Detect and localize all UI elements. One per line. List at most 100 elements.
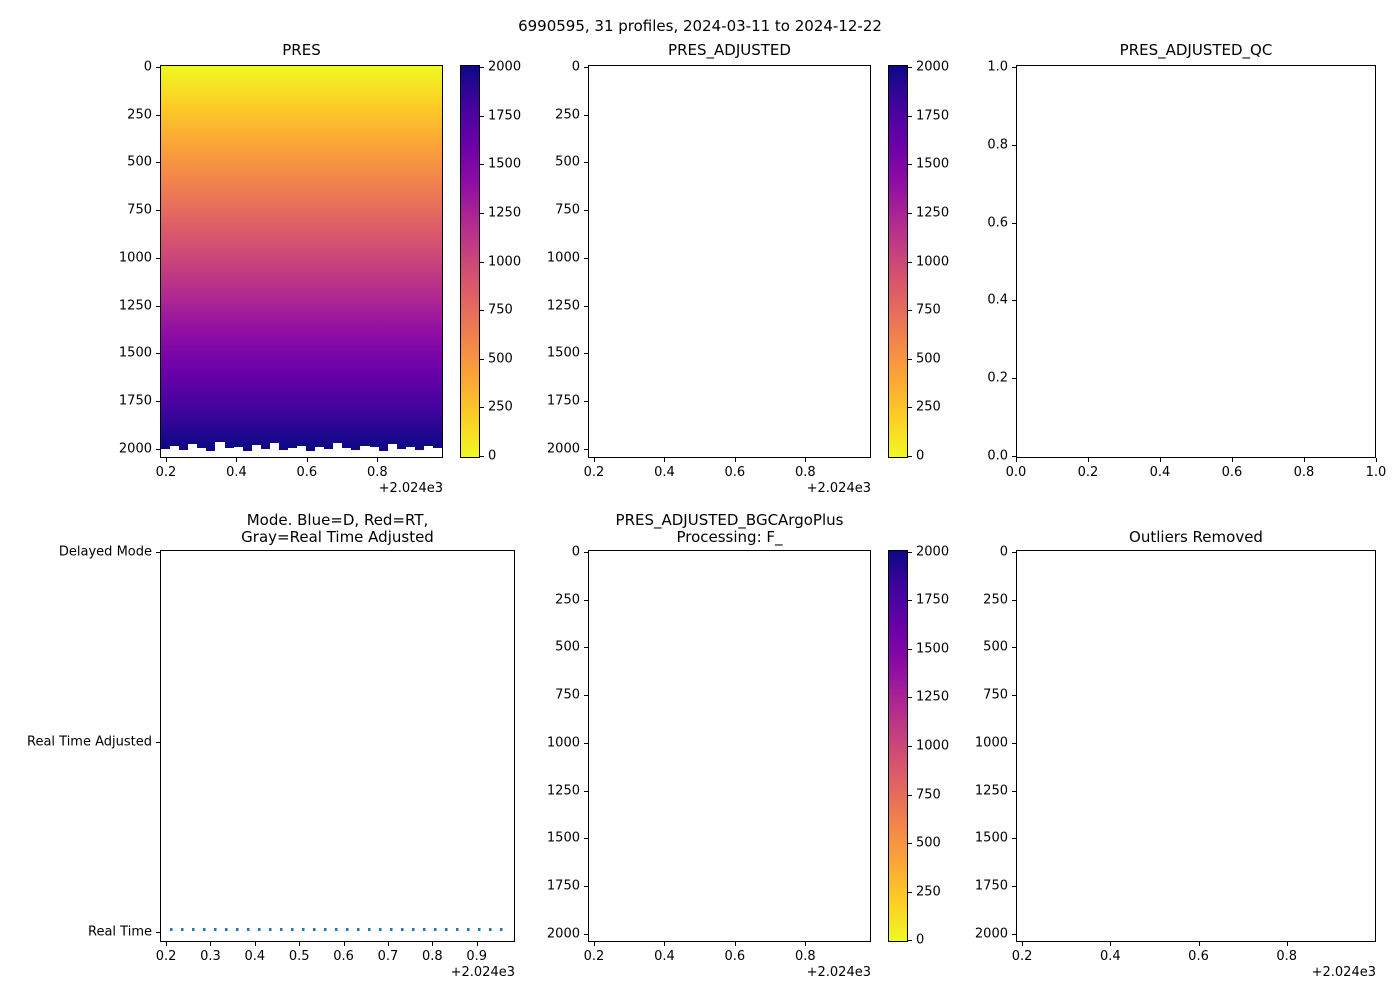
profile-bottom-gap [369,447,379,457]
tick-mark [908,261,912,263]
tick-mark [1160,458,1161,462]
plot-area-mode [160,550,515,942]
colorbar-pres [460,65,480,458]
x-axis-mode: 0.2 0.3 0.4 0.5 0.6 0.7 0.8 0.9 [156,942,515,964]
tick-label: 0.8 [1276,949,1298,964]
profile-bottom-gap [260,449,270,457]
tick-mark [1012,790,1016,792]
y-axis-mode: Delayed Mode Real Time Adjusted Real Time [10,545,160,942]
tick-label: 250 [983,592,1008,608]
tick-label: Real Time Adjusted [27,734,152,750]
profile-bottom-gap [414,450,424,457]
tick-mark [432,942,434,946]
x-offset-label-pres: +2.024e3 [378,481,443,496]
tick-mark [664,458,666,462]
tick-mark [734,942,736,946]
colorbar-bgc [888,550,908,942]
tick-label: 0.6 [296,465,318,480]
tick-mark [156,551,160,553]
pres-pressure-heatmap [161,66,442,457]
tick-label: 0.8 [367,465,388,480]
tick-mark [156,66,160,68]
profile-bottom-gap [242,451,252,457]
tick-mark [1012,599,1016,601]
tick-label: 0 [488,448,497,464]
tick-mark [584,257,588,259]
tick-mark [908,746,912,747]
tick-label: 500 [127,154,152,170]
tick-label: 0.4 [244,949,266,964]
tick-label: 0.0 [1005,465,1027,480]
tick-label: 2000 [974,926,1008,942]
tick-mark [584,114,588,116]
tick-label: 0.6 [724,949,746,964]
subplot-title-pres-adjusted: PRES_ADJUSTED [668,41,791,59]
x-axis-pres-adjusted-qc: 0.0 0.2 0.4 0.6 0.8 1.0 [1006,458,1386,480]
tick-mark [664,942,666,946]
tick-mark [584,551,588,553]
tick-mark [908,697,912,699]
tick-mark [377,458,379,462]
tick-label: 0.6 [724,465,746,480]
tick-mark [908,891,912,893]
tick-label: 0.8 [1293,465,1315,480]
tick-mark [593,942,595,946]
tick-mark [1286,942,1288,946]
tick-mark [584,933,588,935]
tick-label: 1000 [118,250,152,266]
tick-mark [1022,942,1024,946]
tick-mark [1376,458,1377,462]
subplot-title-bgc-line1: PRES_ADJUSTED_BGCArgoPlus [615,511,844,529]
profile-bottom-gap [161,448,171,457]
tick-mark [156,210,160,212]
tick-mark [1012,551,1016,553]
tick-mark [1110,942,1112,946]
tick-label: 0.4 [654,949,675,964]
tick-label: 1250 [118,298,152,314]
tick-mark [584,886,588,888]
tick-mark [1012,66,1016,68]
x-offset-label-outliers: +2.024e3 [1311,965,1376,980]
tick-mark [156,162,160,164]
tick-label: 250 [488,399,513,415]
tick-label: 1000 [546,250,580,266]
tick-mark [156,741,160,743]
tick-label: 500 [916,351,941,367]
tick-mark [584,448,588,450]
tick-mark [480,310,484,312]
tick-label: 1750 [488,108,522,124]
tick-label: 1250 [974,783,1008,799]
colorbar-axis-pres: 2000 1750 1500 1250 1000 750 500 250 0 [480,60,540,463]
tick-mark [908,310,912,312]
tick-mark [480,66,484,68]
tick-mark [299,942,301,946]
tick-label: 250 [555,592,580,608]
tick-label: 1000 [916,254,950,269]
tick-label: 1250 [546,298,580,314]
tick-label: 2000 [546,441,580,457]
x-offset-label-pres-adjusted: +2.024e3 [806,481,871,496]
tick-mark [476,942,478,946]
profile-bottom-gap [170,445,180,457]
tick-label: 2000 [118,441,152,457]
tick-mark [1012,838,1016,840]
tick-label: 0.4 [1099,949,1121,964]
subplot-title-mode-line1: Mode. Blue=D, Red=RT, [246,511,429,529]
profile-bottom-gap [251,445,261,457]
tick-mark [480,164,484,166]
profile-bottom-gap [278,449,288,457]
tick-label: 750 [916,302,941,318]
tick-label: Delayed Mode [58,544,152,560]
tick-mark [156,114,160,116]
colorbar-axis-bgc: 2000 1750 1500 1250 1000 750 500 250 0 [908,545,968,947]
tick-label: 1250 [546,783,580,799]
tick-label: 750 [555,202,580,218]
tick-label: 1250 [916,205,950,221]
tick-label: 1750 [118,393,152,409]
tick-label: 750 [127,202,152,218]
tick-label: 1.0 [987,59,1008,75]
tick-label: 500 [555,639,580,655]
tick-label: 1500 [916,641,950,657]
tick-label: 0.8 [987,137,1008,153]
profile-bottom-gap [405,446,415,457]
